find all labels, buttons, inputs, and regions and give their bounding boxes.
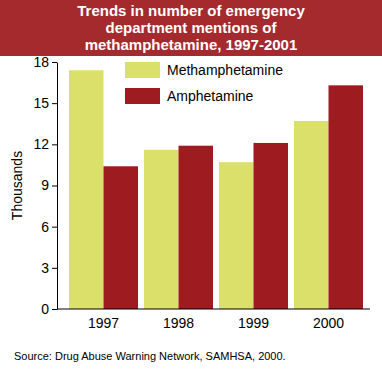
- x-tick-label: 1999: [238, 315, 269, 331]
- y-tick-mark: [52, 103, 57, 104]
- y-tick-mark: [52, 309, 57, 310]
- y-tick-label: 9: [41, 177, 49, 193]
- bar-series: [69, 70, 329, 309]
- title: Trends in number of emergencydepartment …: [77, 2, 305, 53]
- source: Source: Drug Abuse Warning Network, SAMH…: [14, 350, 286, 362]
- y-tick-mark: [52, 144, 57, 145]
- y-tick-mark: [52, 62, 57, 63]
- x-tick: 1998: [163, 309, 194, 331]
- bar-series: [104, 85, 364, 309]
- legend-swatch: [125, 62, 160, 78]
- y-tick-label: 0: [41, 301, 49, 317]
- y-tick: 18: [33, 54, 57, 70]
- x-tick-label: 1998: [163, 315, 194, 331]
- x-tick: 2000: [313, 309, 344, 331]
- x-tick: 1997: [88, 309, 119, 331]
- legend-item: Amphetamine: [125, 88, 254, 104]
- y-axis-title: Thousands: [9, 151, 25, 220]
- legend: Methamphetamine Amphetamine: [125, 62, 283, 104]
- y-tick: 0: [41, 301, 57, 317]
- y-tick: 3: [41, 260, 57, 276]
- bar: [144, 150, 179, 309]
- y-tick-label: 18: [33, 54, 49, 70]
- title-banner: [0, 0, 382, 56]
- bars: [69, 70, 363, 309]
- chart-svg: Trends in number of emergencydepartment …: [0, 0, 382, 375]
- y-tick-label: 6: [41, 219, 49, 235]
- y-tick-label: 15: [33, 95, 49, 111]
- x-tick: 1999: [238, 309, 269, 331]
- legend-label: Methamphetamine: [167, 62, 283, 78]
- bar: [219, 162, 254, 309]
- bar: [69, 70, 104, 309]
- y-tick-mark: [52, 268, 57, 269]
- y-tick: 12: [33, 136, 57, 152]
- title-line: department mentions of: [106, 19, 278, 36]
- title-line: methamphetamine, 1997-2001: [85, 36, 298, 53]
- y-tick: 6: [41, 219, 57, 235]
- chart-container: Trends in number of emergencydepartment …: [0, 0, 382, 375]
- x-tick-label: 1997: [88, 315, 119, 331]
- legend-swatch: [125, 88, 160, 104]
- x-axis: 1997 1998 1999 2000: [57, 309, 370, 331]
- y-tick: 9: [41, 177, 57, 193]
- legend-item: Methamphetamine: [125, 62, 283, 78]
- bar: [104, 166, 139, 309]
- y-tick-mark: [52, 227, 57, 228]
- y-tick-label: 12: [33, 136, 49, 152]
- background: [0, 0, 382, 375]
- y-tick-mark: [52, 186, 57, 187]
- bar: [294, 121, 329, 309]
- y-axis-line: [57, 63, 58, 310]
- legend-label: Amphetamine: [167, 88, 254, 104]
- y-tick-label: 3: [41, 260, 49, 276]
- y-tick: 15: [33, 95, 57, 111]
- bar: [329, 85, 364, 309]
- x-tick-label: 2000: [313, 315, 344, 331]
- bar: [254, 143, 289, 309]
- title-line: Trends in number of emergency: [77, 2, 305, 19]
- y-axis: 0 3 6 9 12 15 18: [33, 54, 57, 317]
- x-axis-line: [57, 309, 370, 310]
- bar: [179, 146, 214, 309]
